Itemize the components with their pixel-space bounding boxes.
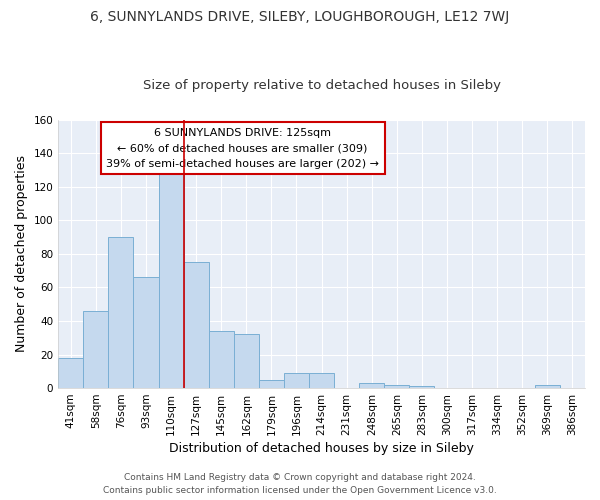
Bar bbox=[359, 383, 385, 388]
Bar bbox=[83, 311, 109, 388]
Bar bbox=[209, 331, 234, 388]
Bar bbox=[385, 384, 409, 388]
Title: Size of property relative to detached houses in Sileby: Size of property relative to detached ho… bbox=[143, 79, 500, 92]
Bar bbox=[133, 278, 158, 388]
Bar bbox=[58, 358, 83, 388]
Bar bbox=[184, 262, 209, 388]
Bar bbox=[109, 237, 133, 388]
Y-axis label: Number of detached properties: Number of detached properties bbox=[15, 156, 28, 352]
Bar bbox=[309, 373, 334, 388]
Bar bbox=[234, 334, 259, 388]
Text: 6 SUNNYLANDS DRIVE: 125sqm
← 60% of detached houses are smaller (309)
39% of sem: 6 SUNNYLANDS DRIVE: 125sqm ← 60% of deta… bbox=[106, 128, 379, 169]
X-axis label: Distribution of detached houses by size in Sileby: Distribution of detached houses by size … bbox=[169, 442, 474, 455]
Bar bbox=[158, 170, 184, 388]
Text: 6, SUNNYLANDS DRIVE, SILEBY, LOUGHBOROUGH, LE12 7WJ: 6, SUNNYLANDS DRIVE, SILEBY, LOUGHBOROUG… bbox=[91, 10, 509, 24]
Bar bbox=[535, 384, 560, 388]
Text: Contains HM Land Registry data © Crown copyright and database right 2024.
Contai: Contains HM Land Registry data © Crown c… bbox=[103, 473, 497, 495]
Bar bbox=[409, 386, 434, 388]
Bar bbox=[284, 373, 309, 388]
Bar bbox=[259, 380, 284, 388]
